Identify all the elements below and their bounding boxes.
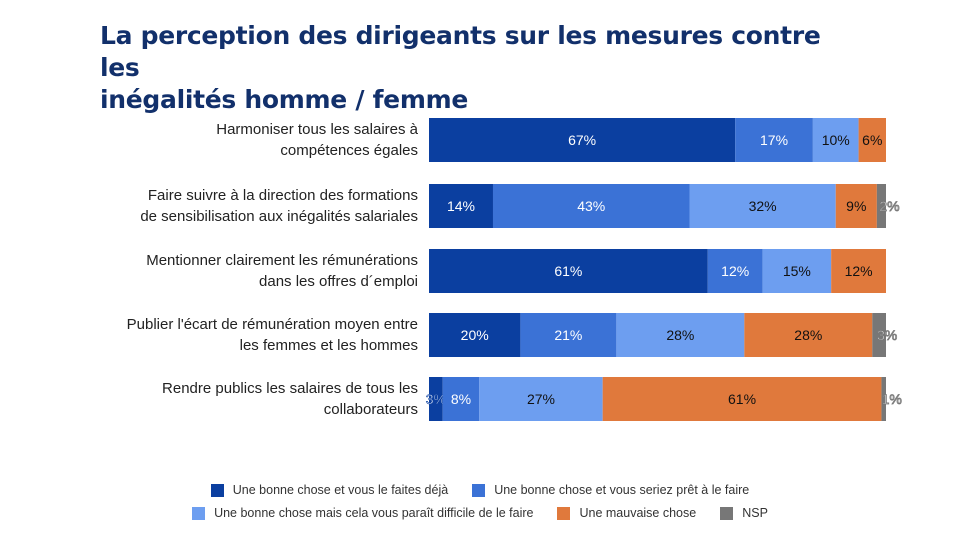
legend-swatch [720, 506, 734, 520]
bar-segment [429, 313, 521, 357]
value-label: 12% [721, 263, 749, 279]
value-label: 2% [879, 198, 899, 214]
legend-row: Une bonne chose et vous le faites déjà Un… [0, 483, 960, 497]
bar-segment [835, 184, 877, 228]
value-label: 32% [749, 198, 777, 214]
bar-segment [812, 118, 859, 162]
category-label: Harmoniser tous les salaires à compétence… [216, 121, 418, 159]
bar-row: Mentionner clairement les rémunérations d… [146, 249, 886, 293]
category-label-line: de sensibilisation aux inégalités salari… [140, 208, 418, 225]
bar-row: Rendre publics les salaires de tous les c… [162, 377, 902, 421]
legend-label: Une bonne chose et vous seriez prêt à le… [494, 483, 750, 497]
bar-segment [429, 118, 736, 162]
category-label: Rendre publics les salaires de tous les c… [162, 380, 418, 418]
bar-segment [602, 377, 882, 421]
bar-segment [429, 184, 493, 228]
value-label: 43% [577, 198, 605, 214]
value-label: 28% [794, 327, 822, 343]
bar-segment [707, 249, 763, 293]
bar-segment [762, 249, 832, 293]
value-label: 61% [554, 263, 582, 279]
bar-segment [876, 184, 886, 228]
category-label-line: Mentionner clairement les rémunérations [146, 252, 418, 269]
value-label: 15% [783, 263, 811, 279]
value-label: 21% [554, 327, 582, 343]
category-label-line: compétences égales [280, 142, 418, 159]
category-label: Mentionner clairement les rémunérations d… [146, 252, 418, 290]
bar-segment [689, 184, 836, 228]
value-label: 27% [527, 391, 555, 407]
legend-label: Une bonne chose mais cela vous paraît di… [214, 506, 534, 520]
bar-segment [872, 313, 886, 357]
chart-title: La perception des dirigeants sur les mes… [100, 20, 860, 116]
bar-segment [831, 249, 886, 293]
category-label-line: les femmes et les hommes [240, 337, 418, 354]
category-label: Faire suivre à la direction des formatio… [140, 187, 418, 225]
value-label: 28% [666, 327, 694, 343]
bar-segment [429, 249, 708, 293]
legend-item: Une bonne chose et vous seriez prêt à le… [472, 483, 749, 497]
category-label-line: Faire suivre à la direction des formatio… [148, 187, 418, 204]
legend-item: Une mauvaise chose [557, 506, 696, 520]
chart-legend: Une bonne chose et vous le faites déjà Un… [0, 483, 960, 529]
legend-swatch [472, 483, 486, 497]
category-label-line: Harmoniser tous les salaires à [216, 121, 418, 138]
legend-swatch [210, 483, 224, 497]
legend-row: Une bonne chose mais cela vous paraît di… [0, 506, 960, 520]
category-label-line: Rendre publics les salaires de tous les [162, 380, 418, 397]
value-label: 20% [461, 327, 489, 343]
legend-item: Une bonne chose mais cela vous paraît di… [192, 506, 533, 520]
legend-label: NSP [742, 506, 768, 520]
bar-segment [744, 313, 873, 357]
bar-row: Publier l'écart de rémunération moyen en… [127, 313, 898, 357]
value-label: 3% [877, 327, 897, 343]
bar-segment [429, 377, 443, 421]
value-label: 3% [426, 391, 446, 407]
value-label: 10% [822, 132, 850, 148]
value-label: 67% [568, 132, 596, 148]
bar-segment [479, 377, 603, 421]
stacked-bar-chart: Harmoniser tous les salaires à compétence… [127, 118, 902, 421]
legend-item: NSP [720, 506, 768, 520]
legend-swatch [557, 506, 571, 520]
category-label-line: collaborateurs [324, 401, 418, 418]
chart-title-line-1: La perception des dirigeants sur les mes… [100, 21, 821, 82]
legend-label: Une mauvaise chose [579, 506, 697, 520]
legend-swatch [192, 506, 206, 520]
category-label: Publier l'écart de rémunération moyen en… [127, 316, 418, 354]
value-label: 61% [728, 391, 756, 407]
bar-segment [442, 377, 480, 421]
value-label: 8% [451, 391, 471, 407]
value-label: 6% [862, 132, 882, 148]
value-label: 9% [846, 198, 866, 214]
bar-segment [520, 313, 617, 357]
bar-segment [735, 118, 813, 162]
bar-row: Harmoniser tous les salaires à compétence… [216, 118, 886, 162]
value-label: 14% [447, 198, 475, 214]
value-label: 1% [882, 391, 902, 407]
chart-title-line-2: inégalités homme / femme [100, 85, 468, 114]
category-label-line: Publier l'écart de rémunération moyen en… [127, 316, 418, 333]
value-label: 12% [845, 263, 873, 279]
bar-segment [616, 313, 745, 357]
bar-segment [881, 377, 886, 421]
bar-row: Faire suivre à la direction des formatio… [140, 184, 900, 228]
bar-segment [858, 118, 886, 162]
legend-item: Une bonne chose et vous le faites déjà [210, 483, 449, 497]
category-label-line: dans les offres d´emploi [259, 273, 418, 290]
value-label: 17% [760, 132, 788, 148]
bar-segment [492, 184, 690, 228]
legend-label: Une bonne chose et vous le faites déjà [232, 483, 449, 497]
